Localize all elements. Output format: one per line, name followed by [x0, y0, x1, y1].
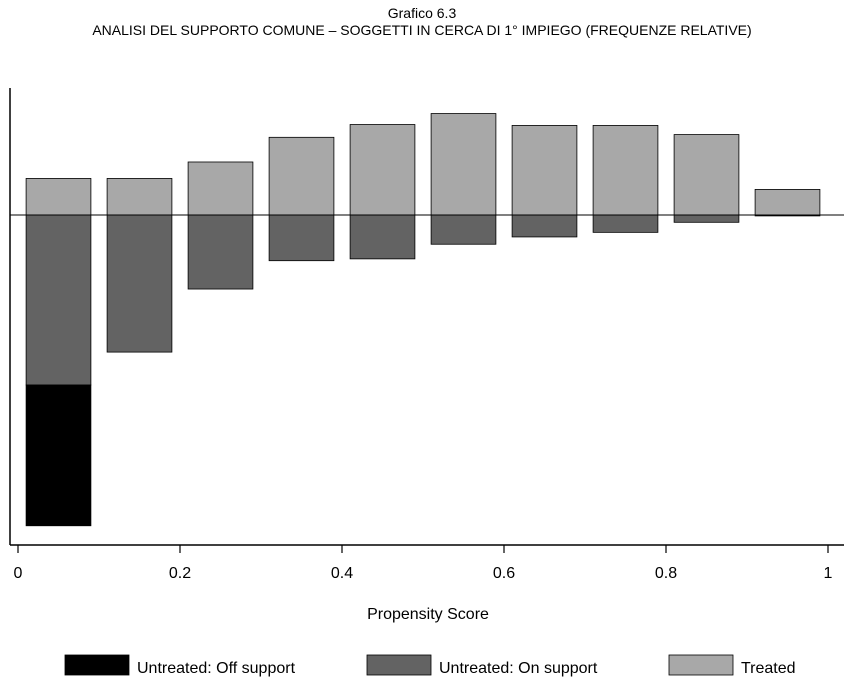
bar-treated: [592, 125, 659, 216]
bar-untreated-on-support: [592, 214, 659, 233]
x-tick-label: 0.2: [169, 565, 191, 582]
legend-swatch: [668, 654, 734, 676]
bar-untreated-on-support: [268, 214, 335, 262]
legend-swatch: [366, 654, 432, 676]
chart-subtitle: ANALISI DEL SUPPORTO COMUNE – SOGGETTI I…: [92, 22, 752, 38]
x-tick-label: 0.6: [493, 565, 515, 582]
bar-treated: [268, 136, 335, 216]
bar-untreated-on-support: [187, 214, 254, 290]
legend-label: Untreated: On support: [439, 660, 598, 677]
x-tick-label: 0: [14, 565, 23, 582]
bar-treated: [349, 124, 416, 216]
bar-treated: [106, 178, 173, 216]
bar-treated: [187, 161, 254, 216]
bar-untreated-on-support: [349, 214, 416, 260]
legend: Untreated: Off support Untreated: On supp…: [64, 654, 796, 677]
bar-treated: [754, 189, 821, 216]
bar-treated: [25, 178, 92, 216]
legend-swatch: [64, 654, 130, 676]
x-axis-ticks: 0 0.2 0.4 0.6 0.8 1: [14, 545, 833, 582]
legend-label: Untreated: Off support: [137, 660, 296, 677]
bar-untreated-on-support: [25, 214, 92, 386]
bar-untreated-on-support: [511, 214, 578, 238]
bar-untreated-on-support: [673, 214, 740, 223]
legend-label: Treated: [741, 660, 796, 677]
bar-treated: [511, 125, 578, 216]
x-tick-label: 0.8: [655, 565, 677, 582]
bar-treated: [673, 134, 740, 216]
x-tick-label: 1: [824, 565, 833, 582]
bar-untreated-off-support: [25, 384, 92, 527]
x-tick-label: 0.4: [331, 565, 353, 582]
chart-title: Grafico 6.3: [387, 5, 457, 21]
plot-area: [10, 113, 844, 527]
x-axis-title: Propensity Score: [367, 606, 489, 623]
bar-untreated-on-support: [430, 214, 497, 245]
bar-untreated-on-support: [106, 214, 173, 353]
bar-treated: [430, 113, 497, 216]
